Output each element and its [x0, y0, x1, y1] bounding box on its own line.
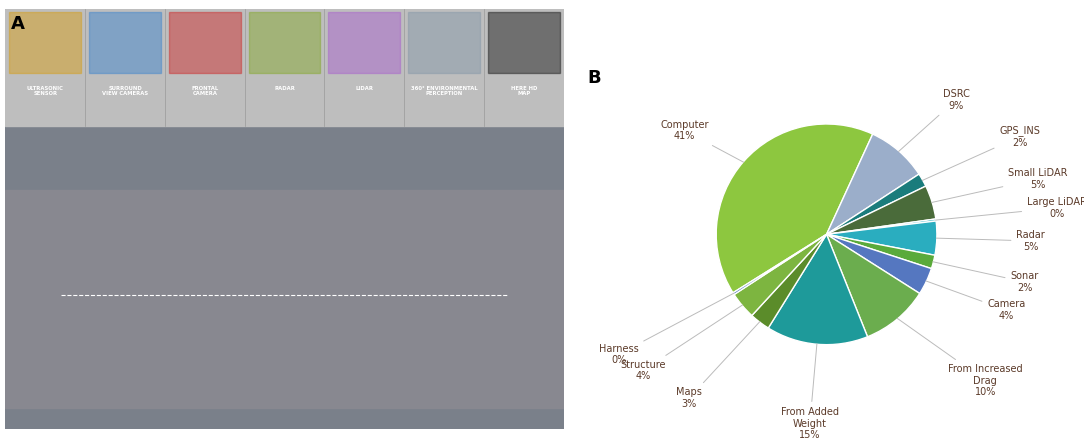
Text: GPS_INS
2%: GPS_INS 2%: [922, 125, 1041, 180]
Text: Small LiDAR
5%: Small LiDAR 5%: [931, 168, 1068, 202]
Bar: [488, 12, 559, 73]
Text: From Added
Weight
15%: From Added Weight 15%: [780, 344, 839, 438]
Text: FRONTAL
CAMERA: FRONTAL CAMERA: [191, 85, 218, 96]
Text: Computer
41%: Computer 41%: [660, 120, 744, 162]
Text: Harness
0%: Harness 0%: [598, 293, 734, 365]
Bar: [89, 12, 160, 73]
Wedge shape: [826, 186, 935, 234]
Bar: [248, 12, 321, 73]
Wedge shape: [734, 234, 826, 315]
Text: RADAR: RADAR: [274, 85, 295, 91]
Wedge shape: [826, 134, 919, 234]
Bar: [169, 12, 241, 73]
Text: From Increased
Drag
10%: From Increased Drag 10%: [898, 318, 1022, 397]
Wedge shape: [826, 234, 919, 337]
Text: Large LiDAR
0%: Large LiDAR 0%: [935, 197, 1084, 220]
Text: B: B: [588, 69, 602, 87]
Wedge shape: [752, 234, 826, 328]
Text: DSRC
9%: DSRC 9%: [899, 89, 969, 152]
Wedge shape: [826, 221, 937, 255]
Bar: [5, 9, 564, 127]
Wedge shape: [826, 219, 937, 234]
Bar: [5, 190, 564, 408]
Bar: [10, 12, 81, 73]
Text: ULTRASONIC
SENSOR: ULTRASONIC SENSOR: [27, 85, 64, 96]
Wedge shape: [769, 234, 867, 345]
Wedge shape: [733, 234, 826, 294]
Text: 360° ENVIRONMENTAL
PERCEPTION: 360° ENVIRONMENTAL PERCEPTION: [411, 85, 477, 96]
Text: A: A: [11, 15, 25, 33]
Bar: [328, 12, 400, 73]
Wedge shape: [826, 174, 926, 234]
Text: HERE HD
MAP: HERE HD MAP: [511, 85, 537, 96]
Wedge shape: [717, 124, 873, 293]
Text: Maps
3%: Maps 3%: [676, 321, 760, 409]
Text: SURROUND
VIEW CAMERAS: SURROUND VIEW CAMERAS: [102, 85, 149, 96]
Bar: [409, 12, 480, 73]
Wedge shape: [826, 234, 934, 268]
Wedge shape: [826, 234, 931, 293]
Text: Radar
5%: Radar 5%: [937, 230, 1045, 252]
Text: Camera
4%: Camera 4%: [926, 281, 1025, 321]
Text: Sonar
2%: Sonar 2%: [933, 262, 1038, 293]
Text: LIDAR: LIDAR: [356, 85, 373, 91]
Text: Structure
4%: Structure 4%: [620, 305, 743, 381]
